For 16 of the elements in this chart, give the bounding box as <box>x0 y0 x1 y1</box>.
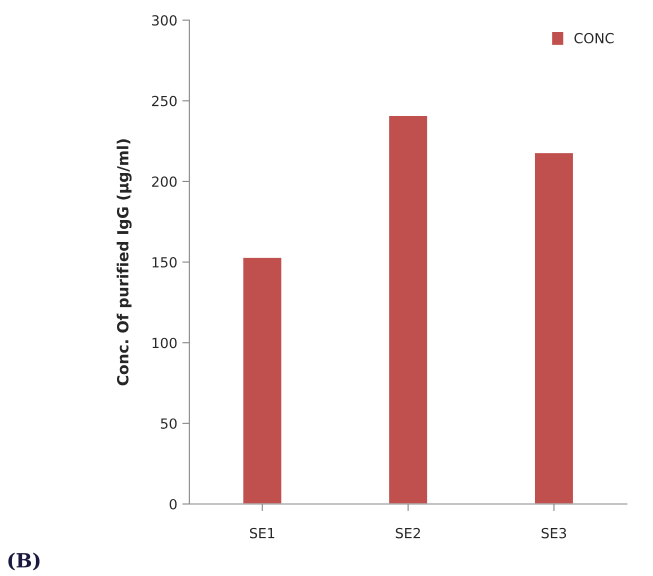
y-tick-label: 300 <box>152 15 177 26</box>
x-tick-label: SE1 <box>250 528 274 538</box>
y-tick-label: 100 <box>152 338 177 348</box>
text: (B) <box>8 552 40 570</box>
x-tick-label: SE3 <box>542 528 566 538</box>
legend-label: CONC <box>574 32 614 44</box>
y-tick-label: 50 <box>160 418 177 429</box>
x-tick-label: SE2 <box>396 528 420 538</box>
bar <box>534 152 574 504</box>
bar <box>242 256 283 504</box>
y-tick-label: 200 <box>152 176 177 187</box>
y-axis-title: Conc. Of purified IgG (µg/ml) <box>116 139 132 386</box>
y-tick-label: 150 <box>152 257 177 268</box>
y-tick-label: 0 <box>170 498 177 510</box>
bar <box>388 114 429 504</box>
y-tick-label: 250 <box>152 96 177 106</box>
